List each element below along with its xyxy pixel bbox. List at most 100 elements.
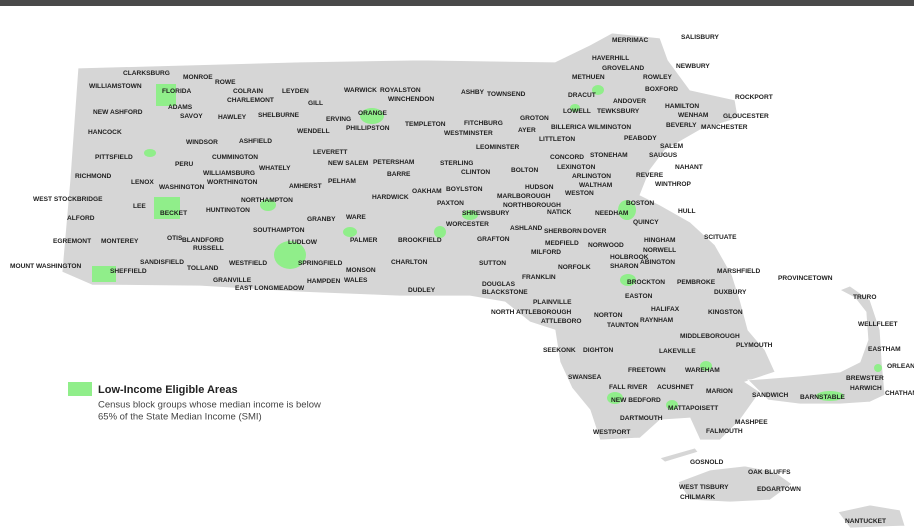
town-label: ACUSHNET	[657, 384, 694, 391]
town-label: BREWSTER	[846, 375, 884, 382]
town-label: METHUEN	[572, 74, 605, 81]
town-label: BARNSTABLE	[800, 394, 846, 401]
town-label: BLANDFORD	[182, 237, 224, 244]
town-label: BECKET	[160, 210, 187, 217]
town-label: SAUGUS	[649, 152, 678, 159]
town-label: WALTHAM	[579, 182, 613, 189]
town-label: SANDWICH	[752, 392, 789, 399]
town-label: NEW ASHFORD	[93, 109, 143, 116]
town-label: CHARLTON	[391, 259, 428, 266]
town-label: GILL	[308, 100, 323, 107]
town-label: HUDSON	[525, 184, 554, 191]
town-label: AYER	[518, 127, 536, 134]
town-label: SHELBURNE	[258, 112, 300, 119]
town-label: MONSON	[346, 267, 376, 274]
town-label: NEEDHAM	[595, 210, 629, 217]
town-label: REVERE	[636, 172, 664, 179]
town-label: DIGHTON	[583, 347, 614, 354]
town-label: WESTON	[565, 190, 594, 197]
town-label: PHILLIPSTON	[346, 125, 390, 132]
town-label: ARLINGTON	[572, 173, 611, 180]
town-label: LEOMINSTER	[476, 144, 519, 151]
town-label: SHERBORN	[544, 228, 582, 235]
town-label: NANTUCKET	[845, 518, 886, 525]
town-label: HARWICH	[850, 385, 882, 392]
town-label: MASHPEE	[735, 419, 768, 426]
town-label: WILLIAMSBURG	[203, 170, 255, 177]
town-label: OAKHAM	[412, 188, 442, 195]
town-label: PLAINVILLE	[533, 299, 572, 306]
town-label: PETERSHAM	[373, 159, 415, 166]
town-label: MANCHESTER	[701, 124, 748, 131]
town-label: MILFORD	[531, 249, 561, 256]
legend-swatch	[68, 382, 92, 396]
town-label: MERRIMAC	[612, 37, 649, 44]
town-label: HAMILTON	[665, 103, 699, 110]
town-label: DOUGLAS	[482, 281, 516, 288]
town-label: BROCKTON	[627, 279, 665, 286]
town-label: BOSTON	[626, 200, 654, 207]
town-label: GRANVILLE	[213, 277, 252, 284]
town-label: SOUTHAMPTON	[253, 227, 305, 234]
town-label: OAK BLUFFS	[748, 469, 791, 476]
top-bar	[0, 0, 914, 6]
town-label: WESTFIELD	[229, 260, 267, 267]
town-label: NAHANT	[675, 164, 703, 171]
town-label: SALEM	[660, 143, 684, 150]
town-label: WASHINGTON	[159, 184, 205, 191]
town-label: SEEKONK	[543, 347, 576, 354]
town-label: HULL	[678, 208, 696, 215]
town-label: GOSNOLD	[690, 459, 724, 466]
town-label: LAKEVILLE	[659, 348, 696, 355]
town-label: FLORIDA	[162, 88, 192, 95]
town-label: NEWBURY	[676, 63, 710, 70]
town-label: LENOX	[131, 179, 154, 186]
town-label: MARION	[706, 388, 733, 395]
town-label: HALIFAX	[651, 306, 680, 313]
town-label: LEXINGTON	[557, 164, 596, 171]
town-label: WORCESTER	[446, 221, 489, 228]
town-label: WAREHAM	[685, 367, 720, 374]
town-label: SAVOY	[180, 113, 203, 120]
town-label: TAUNTON	[607, 322, 639, 329]
town-label: OTIS	[167, 235, 183, 242]
town-label: FALL RIVER	[609, 384, 648, 391]
town-label: BILLERICA	[551, 124, 586, 131]
town-label: SPRINGFIELD	[298, 260, 343, 267]
town-label: NORTH ATTLEBOROUGH	[491, 309, 571, 316]
town-label: SUTTON	[479, 260, 506, 267]
town-label: BARRE	[387, 171, 411, 178]
town-label: TOLLAND	[187, 265, 219, 272]
town-label: BROOKFIELD	[398, 237, 442, 244]
town-label: FREETOWN	[628, 367, 666, 374]
town-label: STONEHAM	[590, 152, 628, 159]
town-label: HUNTINGTON	[206, 207, 250, 214]
town-label: AMHERST	[289, 183, 322, 190]
town-label: ANDOVER	[613, 98, 646, 105]
town-label: WEST TISBURY	[679, 484, 729, 491]
legend: Low-Income Eligible Areas Census block g…	[68, 382, 321, 423]
town-label: NORWOOD	[588, 242, 624, 249]
town-label: LEE	[133, 203, 146, 210]
town-label: GRANBY	[307, 216, 336, 223]
town-label: QUINCY	[633, 219, 659, 226]
town-label: NEW BEDFORD	[611, 397, 661, 404]
town-label: TEMPLETON	[405, 121, 446, 128]
town-label: DUXBURY	[714, 289, 747, 296]
town-label: SHARON	[610, 263, 639, 270]
town-label: MONTEREY	[101, 238, 139, 245]
eligible-area	[343, 227, 357, 237]
town-label: TEWKSBURY	[597, 108, 640, 115]
town-label: HAMPDEN	[307, 278, 341, 285]
town-label: GLOUCESTER	[723, 113, 769, 120]
town-label: ASHLAND	[510, 225, 542, 232]
town-label: BLACKSTONE	[482, 289, 528, 296]
town-label: DOVER	[583, 228, 607, 235]
town-label: WEST STOCKBRIDGE	[33, 196, 103, 203]
town-label: BOLTON	[511, 167, 538, 174]
town-label: EASTON	[625, 293, 653, 300]
town-label: TOWNSEND	[487, 91, 526, 98]
town-label: NORWELL	[643, 247, 676, 254]
town-label: PEMBROKE	[677, 279, 716, 286]
town-label: PEABODY	[624, 135, 657, 142]
